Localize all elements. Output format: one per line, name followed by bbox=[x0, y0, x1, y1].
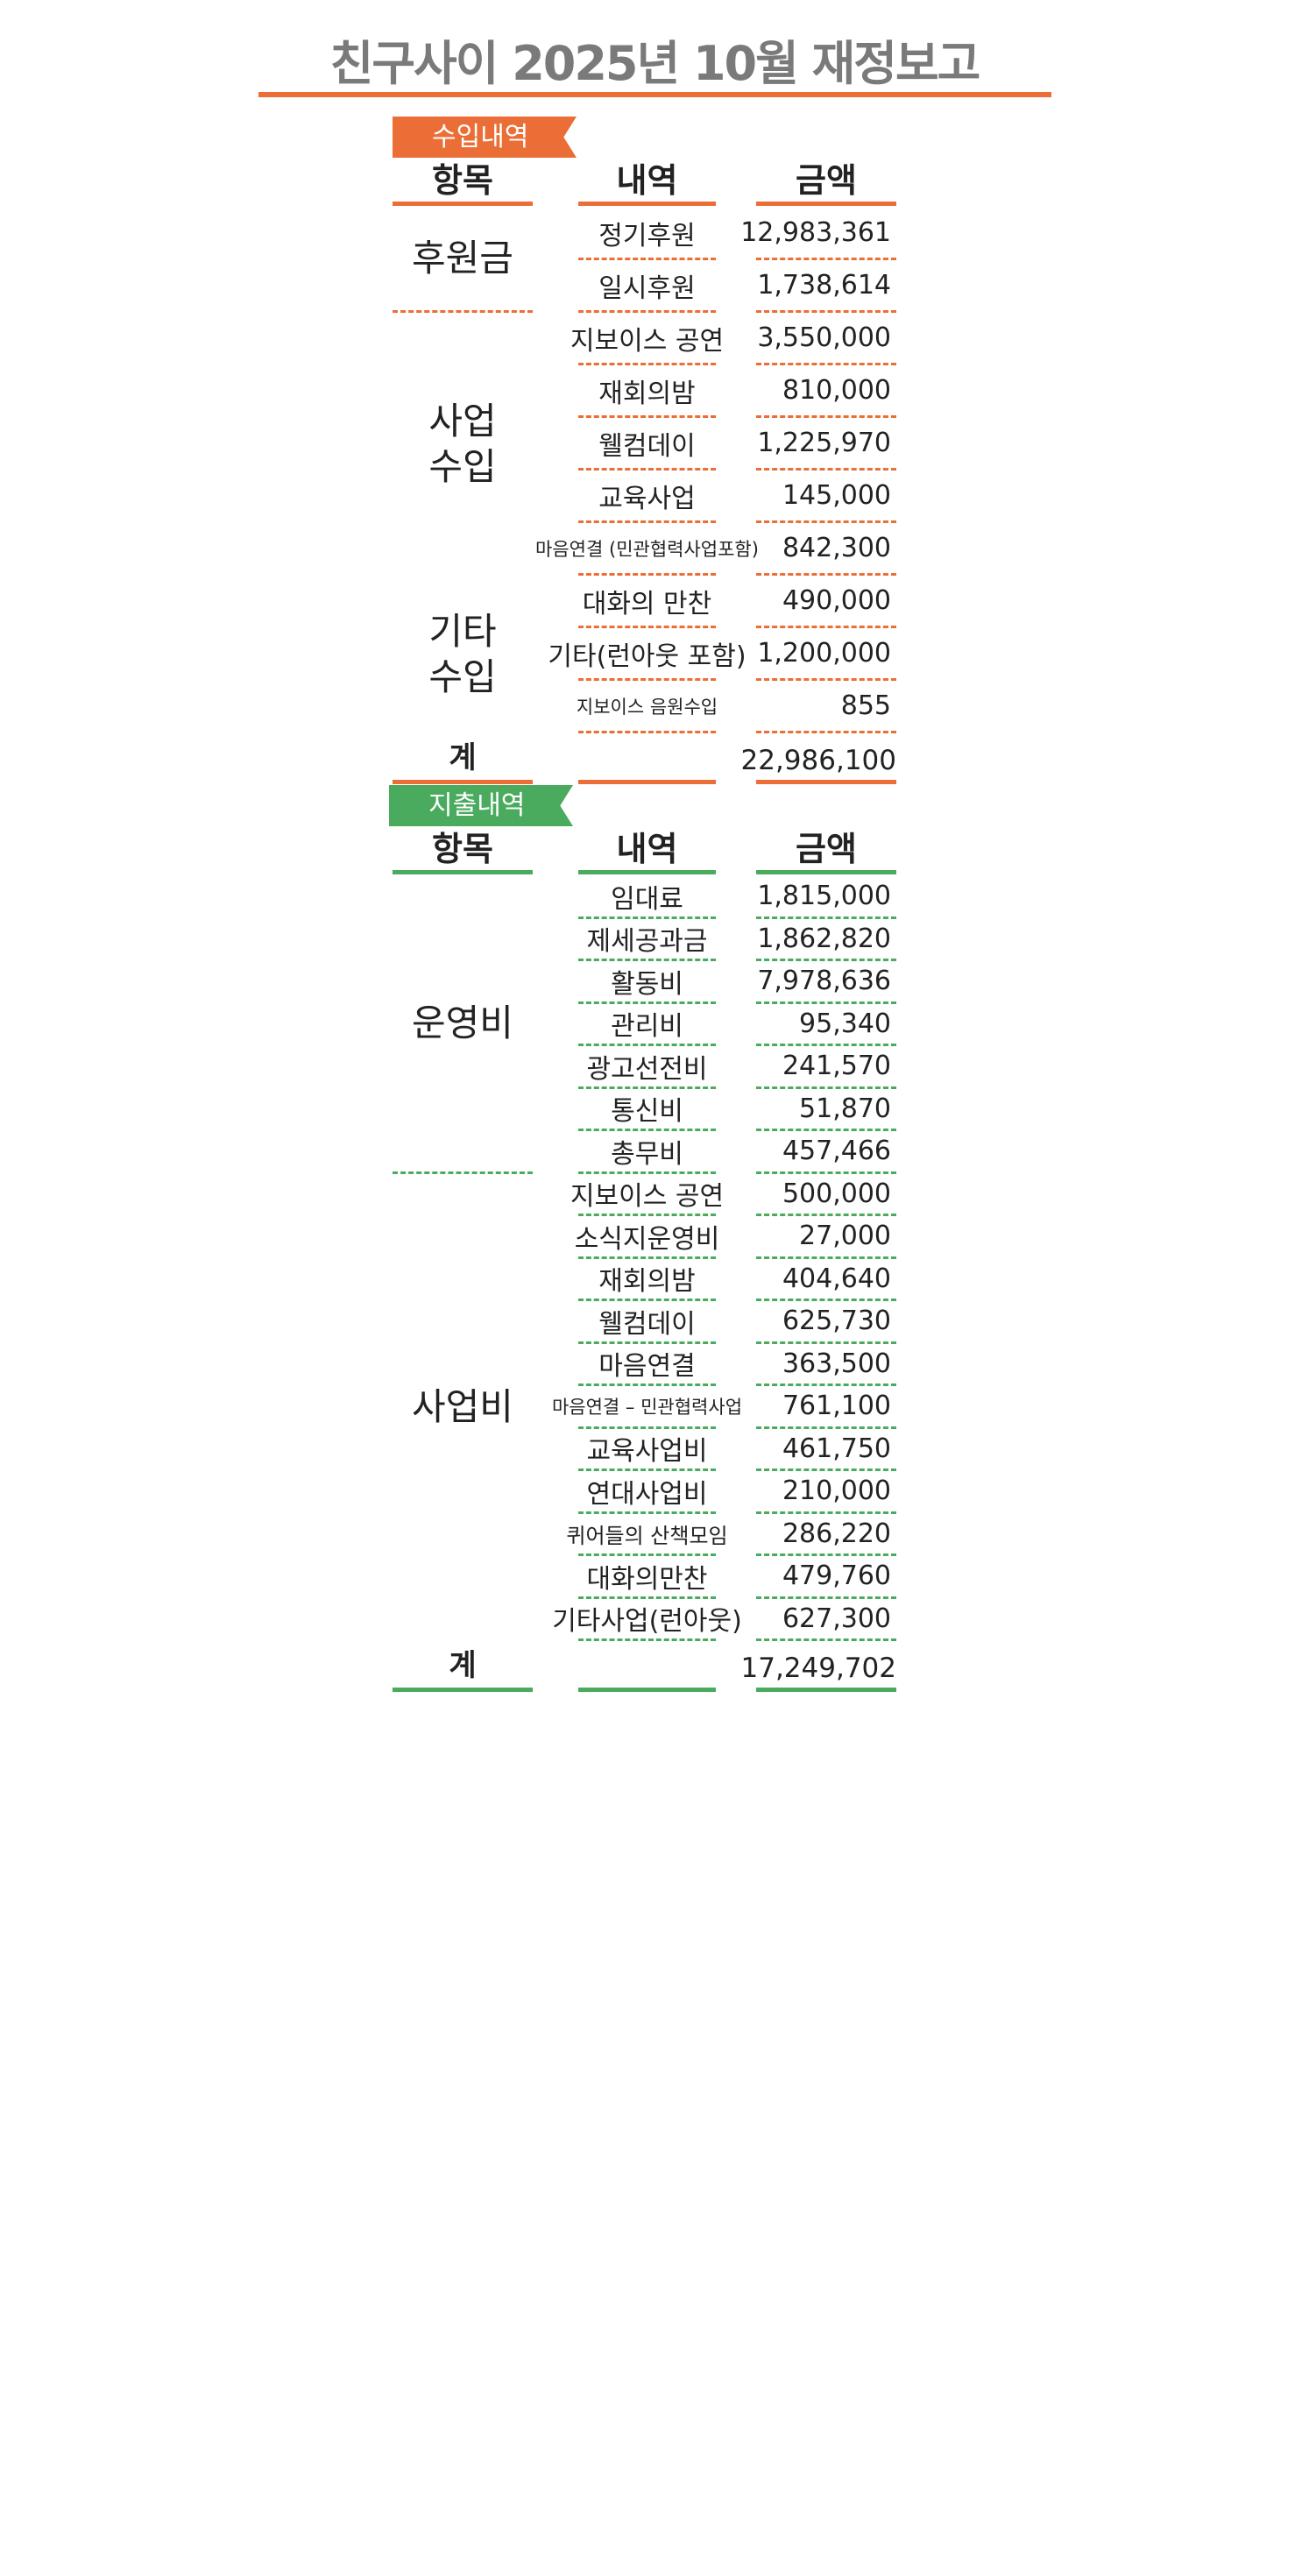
amount-cell: 500,000 bbox=[756, 1174, 896, 1216]
category-label: 후원금 bbox=[393, 208, 533, 313]
detail-cell: 퀴어들의 산책모임 bbox=[566, 1514, 728, 1556]
income-section-badge: 수입내역 bbox=[393, 117, 577, 158]
total-amount: 22,986,100 bbox=[741, 733, 896, 784]
amount-cell: 95,340 bbox=[756, 1004, 896, 1046]
total-amount: 17,249,702 bbox=[741, 1641, 896, 1692]
amount-cell: 27,000 bbox=[756, 1216, 896, 1259]
amount-cell: 810,000 bbox=[756, 365, 896, 418]
amount-cell: 461,750 bbox=[756, 1429, 896, 1471]
detail-cell: 소식지운영비 bbox=[575, 1216, 719, 1259]
detail-cell: 교육사업비 bbox=[578, 1429, 716, 1471]
detail-cell: 기타사업(런아웃) bbox=[552, 1599, 742, 1641]
detail-cell: 제세공과금 bbox=[578, 919, 716, 961]
amount-cell: 855 bbox=[756, 681, 896, 733]
header-detail: 내역 bbox=[578, 158, 716, 206]
category-label: 운영비 bbox=[393, 876, 533, 1174]
category-label: 기타 수입 bbox=[428, 609, 497, 699]
expense-section-badge: 지출내역 bbox=[389, 785, 573, 826]
detail-cell: 마음연결 bbox=[578, 1344, 716, 1386]
detail-cell: 재회의밤 bbox=[578, 365, 716, 418]
amount-cell: 51,870 bbox=[756, 1089, 896, 1131]
total-label: 계 bbox=[393, 733, 533, 784]
detail-cell: 통신비 bbox=[578, 1089, 716, 1131]
amount-cell: 210,000 bbox=[756, 1471, 896, 1514]
header-amount: 금액 bbox=[756, 158, 896, 206]
amount-cell: 761,100 bbox=[756, 1386, 896, 1429]
header-detail: 내역 bbox=[578, 826, 716, 874]
amount-cell: 7,978,636 bbox=[756, 961, 896, 1004]
detail-cell: 지보이스 음원수입 bbox=[577, 681, 718, 733]
detail-cell: 기타(런아웃 포함) bbox=[548, 628, 746, 681]
amount-cell: 490,000 bbox=[756, 576, 896, 628]
detail-cell: 임대료 bbox=[578, 876, 716, 919]
total-detail-blank bbox=[578, 733, 716, 784]
amount-cell: 625,730 bbox=[756, 1301, 896, 1344]
detail-cell: 마음연결 (민관협력사업포함) bbox=[535, 523, 759, 576]
detail-cell: 연대사업비 bbox=[578, 1471, 716, 1514]
category-label: 사업비 bbox=[412, 1385, 513, 1428]
detail-cell: 활동비 bbox=[578, 961, 716, 1004]
income-table: 항목 내역 금액 후원금 정기후원 12,983,361 일시후원 1,738,614 사업 수… bbox=[393, 158, 896, 2311]
header-amount: 금액 bbox=[756, 826, 896, 874]
detail-cell: 지보이스 공연 bbox=[570, 313, 724, 365]
amount-cell: 241,570 bbox=[756, 1046, 896, 1089]
detail-cell: 대화의만찬 bbox=[578, 1556, 716, 1599]
detail-cell: 대화의 만찬 bbox=[578, 576, 716, 628]
amount-cell: 3,550,000 bbox=[756, 313, 896, 365]
amount-cell: 842,300 bbox=[756, 523, 896, 576]
amount-cell: 1,738,614 bbox=[756, 260, 896, 313]
amount-cell: 404,640 bbox=[756, 1259, 896, 1301]
amount-cell: 1,225,970 bbox=[756, 418, 896, 471]
amount-cell: 1,815,000 bbox=[756, 876, 896, 919]
detail-cell: 웰컴데이 bbox=[578, 418, 716, 471]
page-title: 친구사이 2025년 10월 재정보고 bbox=[329, 36, 981, 91]
detail-cell: 관리비 bbox=[578, 1004, 716, 1046]
amount-cell: 1,200,000 bbox=[756, 628, 896, 681]
detail-cell: 광고선전비 bbox=[578, 1046, 716, 1089]
detail-cell: 정기후원 bbox=[578, 208, 716, 260]
amount-cell: 1,862,820 bbox=[756, 919, 896, 961]
amount-cell: 145,000 bbox=[756, 471, 896, 523]
amount-cell: 627,300 bbox=[756, 1599, 896, 1641]
detail-cell: 웰컴데이 bbox=[578, 1301, 716, 1344]
detail-cell: 마음연결 – 민관협력사업 bbox=[552, 1386, 742, 1429]
detail-cell: 지보이스 공연 bbox=[570, 1174, 724, 1216]
total-detail-blank bbox=[578, 1641, 716, 1692]
amount-cell: 479,760 bbox=[756, 1556, 896, 1599]
header-item: 항목 bbox=[393, 826, 533, 874]
detail-cell: 교육사업 bbox=[578, 471, 716, 523]
amount-cell: 363,500 bbox=[756, 1344, 896, 1386]
detail-cell: 재회의밤 bbox=[578, 1259, 716, 1301]
title-divider bbox=[258, 92, 1051, 97]
detail-cell: 일시후원 bbox=[578, 260, 716, 313]
total-label: 계 bbox=[393, 1641, 533, 1692]
amount-cell: 12,983,361 bbox=[740, 208, 896, 260]
category-label: 사업 수입 bbox=[428, 399, 497, 489]
header-item: 항목 bbox=[393, 158, 533, 206]
amount-cell: 457,466 bbox=[756, 1131, 896, 1174]
detail-cell: 총무비 bbox=[578, 1131, 716, 1174]
amount-cell: 286,220 bbox=[756, 1514, 896, 1556]
